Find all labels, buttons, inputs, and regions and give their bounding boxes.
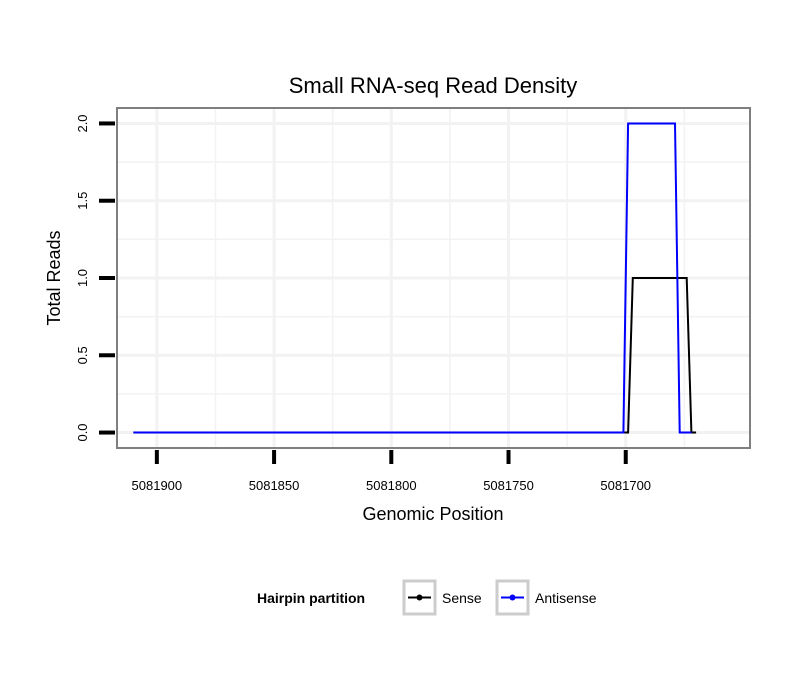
legend-label: Antisense xyxy=(535,590,597,606)
legend-item-antisense: Antisense xyxy=(495,579,597,616)
series-line-antisense xyxy=(133,122,692,434)
plot-panel-border xyxy=(116,107,751,449)
y-tick-label: 0.5 xyxy=(75,346,90,364)
x-tick-label: 5081800 xyxy=(366,478,417,493)
y-axis: 0.0 0.5 1.0 1.5 2.0 xyxy=(75,114,115,442)
legend-title: Hairpin partition xyxy=(257,590,365,606)
legend-item-sense: Sense xyxy=(402,579,482,616)
x-tick-label: 5081750 xyxy=(483,478,534,493)
y-tick-label: 0.0 xyxy=(75,423,90,441)
series-lines xyxy=(133,122,697,434)
y-axis-title: Total Reads xyxy=(44,230,64,325)
chart-title: Small RNA-seq Read Density xyxy=(289,73,578,98)
x-tick-label: 5081700 xyxy=(600,478,651,493)
x-axis-title: Genomic Position xyxy=(362,504,503,524)
legend: Hairpin partition Sense Antisense xyxy=(257,579,597,616)
x-tick-label: 5081850 xyxy=(249,478,300,493)
y-tick-label: 1.5 xyxy=(75,192,90,210)
y-tick-label: 2.0 xyxy=(75,114,90,132)
legend-key-point xyxy=(509,594,516,601)
y-tick-label: 1.0 xyxy=(75,269,90,287)
x-axis: 5081900 5081850 5081800 5081750 5081700 xyxy=(132,450,651,493)
x-tick-label: 5081900 xyxy=(132,478,183,493)
legend-key-point xyxy=(416,594,423,601)
legend-label: Sense xyxy=(442,590,482,606)
